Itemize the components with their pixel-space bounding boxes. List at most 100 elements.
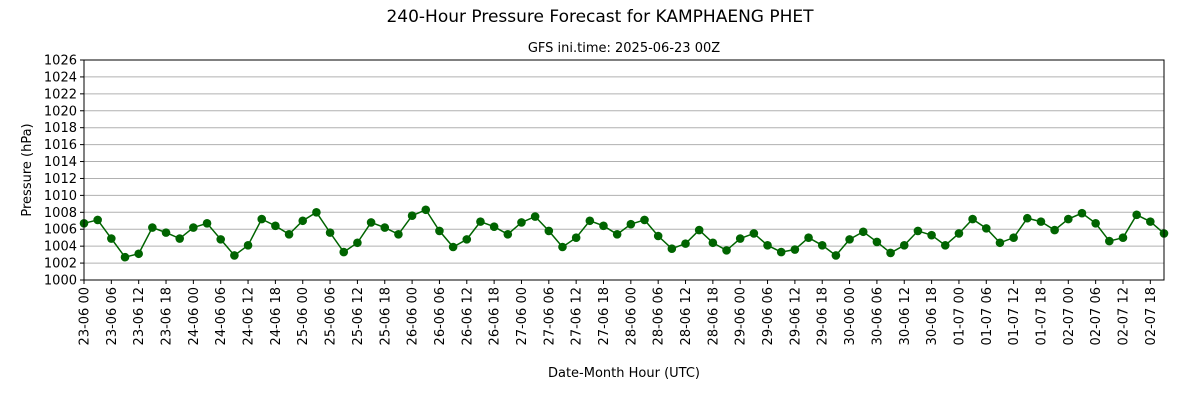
x-tick-label: 26-06 12	[460, 287, 475, 345]
y-tick-label: 1006	[44, 223, 77, 238]
pressure-data-point	[271, 221, 280, 231]
pressure-data-point	[189, 223, 198, 232]
pressure-data-point	[968, 214, 977, 224]
pressure-data-point	[667, 244, 677, 253]
x-tick-label: 23-06 12	[132, 287, 147, 345]
pressure-data-point	[817, 241, 827, 250]
pressure-data-point	[681, 239, 690, 248]
pressure-data-point	[107, 234, 116, 243]
x-tick-label: 27-06 18	[597, 287, 612, 345]
y-tick-label: 1004	[44, 240, 77, 255]
pressure-data-point	[845, 235, 854, 244]
pressure-data-point	[339, 247, 349, 257]
x-tick-label: 25-06 12	[351, 287, 366, 345]
pressure-data-point	[872, 237, 882, 247]
x-tick-label: 24-06 00	[187, 287, 202, 345]
pressure-data-point	[804, 233, 813, 242]
pressure-data-point	[1146, 217, 1155, 226]
pressure-data-point	[1022, 213, 1032, 223]
pressure-data-point	[1036, 217, 1046, 226]
pressure-data-point	[722, 246, 731, 255]
pressure-data-point	[653, 231, 663, 241]
x-tick-label: 26-06 06	[433, 287, 448, 345]
pressure-data-point	[462, 235, 472, 244]
pressure-data-point	[489, 222, 499, 231]
pressure-data-point	[995, 238, 1005, 248]
x-tick-label: 29-06 12	[788, 287, 803, 345]
pressure-series-line	[83, 208, 1165, 258]
pressure-data-point	[899, 241, 909, 250]
pressure-data-point	[202, 219, 212, 228]
x-axis-label: Date-Month Hour (UTC)	[548, 366, 700, 381]
pressure-data-point	[380, 223, 390, 232]
series-layer	[79, 205, 1169, 262]
pressure-data-point	[735, 234, 745, 243]
x-tick-label: 02-07 06	[1089, 287, 1104, 345]
pressure-data-point	[599, 221, 608, 231]
pressure-data-point	[585, 216, 595, 226]
x-tick-label: 29-06 06	[761, 287, 776, 345]
x-tick-label: 01-07 12	[1007, 287, 1022, 345]
pressure-data-point	[940, 241, 950, 250]
pressure-data-point	[435, 226, 444, 236]
pressure-data-point	[626, 219, 636, 229]
x-tick-label: 30-06 06	[870, 287, 885, 345]
pressure-data-point	[981, 224, 991, 233]
y-tick-label: 1010	[44, 189, 77, 204]
pressure-data-point	[1132, 210, 1141, 220]
x-tick-label: 28-06 00	[624, 287, 639, 345]
x-tick-label: 24-06 12	[242, 287, 257, 345]
y-tick-label: 1014	[44, 155, 77, 170]
y-tick-label: 1016	[44, 138, 77, 153]
x-tick-label: 29-06 00	[734, 287, 749, 345]
x-tick-label: 25-06 18	[378, 287, 393, 345]
pressure-data-point	[763, 241, 772, 250]
pressure-data-point	[913, 226, 923, 236]
y-tick-label: 1012	[44, 172, 77, 187]
pressure-data-point	[298, 216, 308, 226]
y-tick-label: 1008	[44, 206, 77, 221]
x-tick-label: 25-06 00	[296, 287, 311, 345]
x-tick-label: 02-07 18	[1144, 287, 1159, 345]
y-tick-label: 1020	[44, 104, 77, 119]
x-tick-label: 30-06 18	[925, 287, 940, 345]
y-tick-label: 1022	[44, 87, 77, 102]
y-tick-label: 1024	[44, 70, 77, 85]
pressure-data-point	[312, 208, 321, 217]
x-tick-label: 30-06 00	[843, 287, 858, 345]
pressure-data-point	[1064, 214, 1073, 224]
pressure-data-point	[640, 215, 649, 225]
pressure-data-point	[694, 225, 704, 235]
pressure-data-point	[476, 217, 485, 226]
x-tick-label: 02-07 00	[1062, 287, 1077, 345]
x-tick-label: 01-07 00	[952, 287, 967, 345]
x-tick-label: 28-06 12	[679, 287, 694, 345]
pressure-data-point	[858, 227, 868, 237]
x-tick-label: 26-06 18	[488, 287, 503, 345]
pressure-data-point	[325, 228, 335, 237]
pressure-data-point	[230, 251, 239, 260]
pressure-data-point	[421, 205, 431, 215]
pressure-data-point	[257, 214, 267, 224]
pressure-data-point	[1050, 225, 1059, 235]
x-tick-label: 01-07 18	[1034, 287, 1049, 345]
pressure-data-point	[216, 235, 226, 244]
pressure-data-point	[708, 238, 718, 248]
pressure-data-point	[790, 245, 800, 254]
pressure-data-point	[954, 229, 964, 238]
pressure-data-point	[749, 229, 759, 238]
chart-title: 240-Hour Pressure Forecast for KAMPHAENG…	[386, 7, 814, 27]
pressure-data-point	[776, 247, 786, 257]
pressure-data-point	[394, 230, 403, 239]
x-tick-label: 28-06 18	[706, 287, 721, 345]
pressure-data-point	[93, 215, 102, 225]
pressure-data-point	[148, 223, 157, 232]
pressure-data-point	[571, 233, 581, 242]
pressure-data-point	[886, 248, 895, 258]
x-tick-label: 27-06 06	[542, 287, 557, 345]
x-tick-label: 23-06 06	[105, 287, 120, 345]
pressure-data-point	[558, 242, 567, 252]
plot-frame	[83, 59, 1165, 281]
